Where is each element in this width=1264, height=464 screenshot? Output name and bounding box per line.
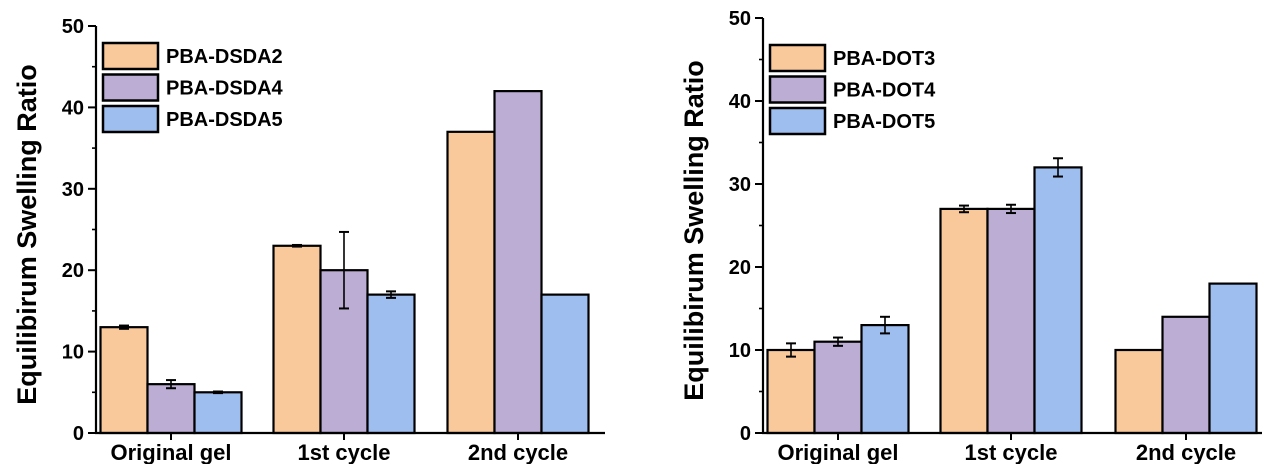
legend-label: PBA-DOT5	[833, 111, 935, 133]
bar	[1114, 348, 1164, 435]
bar	[1161, 315, 1211, 435]
y-tick-label: 50	[729, 8, 751, 30]
bar	[446, 130, 496, 435]
bar	[193, 391, 243, 435]
bar	[99, 326, 149, 435]
bar	[766, 348, 816, 435]
y-tick-label: 10	[729, 340, 751, 362]
x-tick-label: 2nd cycle	[1136, 440, 1236, 464]
y-tick-label: 0	[740, 423, 751, 445]
y-tick-label: 40	[729, 91, 751, 113]
legend-label: PBA-DSDA5	[166, 109, 283, 131]
y-axis-label: Equilibirum Swelling Ratio	[679, 60, 709, 401]
legend-label: PBA-DOT3	[833, 48, 935, 70]
y-tick-label: 30	[729, 174, 751, 196]
legend-swatch	[101, 73, 160, 102]
y-tick-label: 50	[62, 16, 84, 38]
bar	[146, 383, 196, 435]
legend-swatch	[768, 75, 827, 104]
bar	[366, 293, 416, 435]
legend-swatch	[101, 41, 160, 71]
legend-swatch	[101, 104, 160, 134]
bar	[939, 207, 989, 435]
bar	[272, 244, 322, 435]
legend-label: PBA-DSDA4	[166, 78, 284, 100]
legend-label: PBA-DOT4	[833, 80, 936, 102]
bar	[860, 324, 910, 435]
y-axis-label: Equilibirum Swelling Ratio	[12, 64, 42, 405]
chart-panel-left: 0 10 20 30 40 50 Original gel 1st cycle 2nd cycl…	[12, 16, 605, 464]
x-tick-label: 2nd cycle	[468, 440, 568, 464]
x-tick-label: Original gel	[110, 440, 231, 464]
bar	[540, 293, 590, 435]
bar	[986, 207, 1036, 435]
bar	[1033, 166, 1083, 435]
x-tick-label: 1st cycle	[298, 440, 391, 464]
y-tick-label: 40	[62, 97, 84, 119]
bar	[813, 340, 863, 435]
chart-panel-right: 0 10 20 30 40 50 Original gel 1st cycle 2nd cycl…	[679, 8, 1262, 464]
y-tick-label: 10	[62, 342, 84, 364]
y-tick-label: 30	[62, 179, 84, 201]
bar	[493, 90, 543, 435]
legend-swatch	[768, 43, 827, 73]
legend-swatch	[768, 106, 827, 136]
bar	[1208, 282, 1258, 435]
x-tick-label: Original gel	[777, 440, 898, 464]
x-tick-label: 1st cycle	[965, 440, 1058, 464]
y-tick-label: 20	[62, 260, 84, 282]
y-tick-label: 0	[73, 423, 84, 445]
legend-label: PBA-DSDA2	[166, 46, 283, 68]
y-tick-label: 20	[729, 257, 751, 279]
